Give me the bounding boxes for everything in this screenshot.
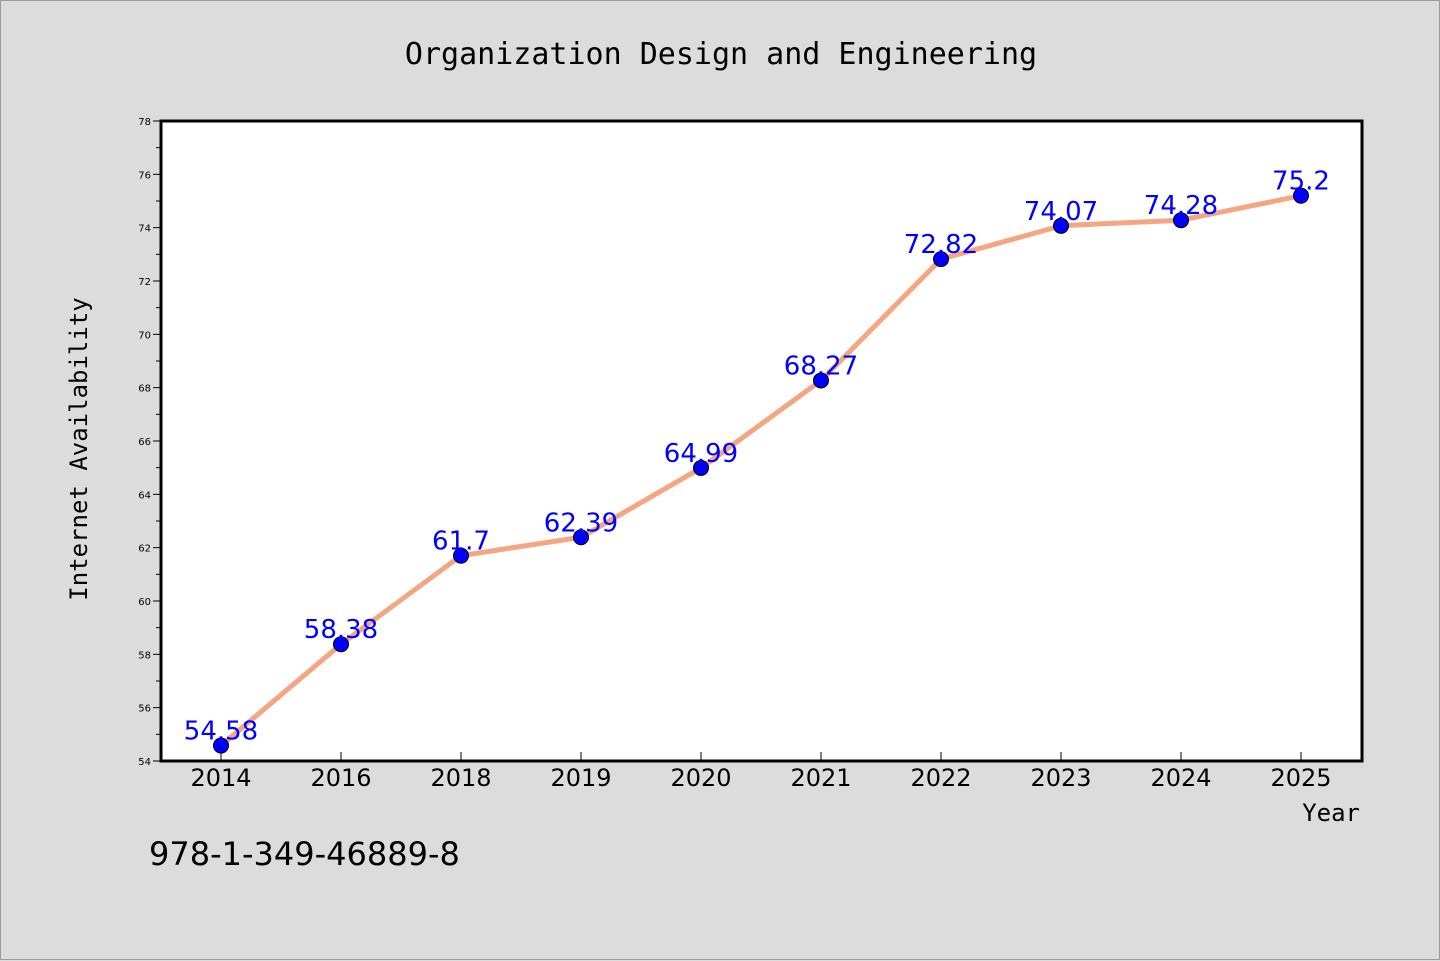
data-point	[573, 529, 589, 546]
y-tick-label: 62	[138, 544, 151, 555]
data-label: 58.38	[304, 615, 378, 645]
data-label: 74.28	[1144, 191, 1218, 221]
x-axis: 2014 2016 2018 2019 2020 2021 2022 2023 2024 2025	[190, 752, 1332, 792]
data-label: 74.07	[1024, 197, 1098, 227]
y-tick-label: 56	[138, 704, 151, 715]
data-label: 75.2	[1272, 167, 1330, 197]
data-point	[1053, 217, 1069, 234]
series-markers	[213, 187, 1309, 754]
data-point	[1293, 187, 1309, 204]
y-tick-label: 72	[138, 277, 151, 288]
data-label: 68.27	[784, 351, 858, 381]
x-tick-label: 2019	[550, 764, 611, 792]
x-axis-label: Year	[1302, 799, 1360, 827]
y-tick-label: 78	[138, 117, 151, 128]
x-tick-label: 2016	[310, 764, 371, 792]
data-label: 64.99	[664, 439, 738, 469]
x-tick-label: 2020	[670, 764, 731, 792]
y-tick-label: 60	[138, 597, 151, 608]
y-tick-label: 54	[138, 757, 151, 768]
x-tick-label: 2025	[1270, 764, 1331, 792]
data-label: 61.7	[432, 527, 490, 557]
y-tick-label: 58	[138, 650, 151, 661]
y-axis-label: Internet Availability	[65, 297, 93, 600]
y-tick-label: 76	[138, 170, 151, 181]
data-label: 72.82	[904, 230, 978, 260]
x-tick-label: 2024	[1150, 764, 1211, 792]
data-label: 62.39	[544, 508, 618, 538]
plot-area	[159, 119, 1364, 763]
data-point	[933, 251, 949, 268]
y-tick-label: 68	[138, 384, 151, 395]
y-axis: 54 56 58 60 62 64 66 68 70 72 74 76 78	[138, 117, 161, 768]
data-point	[813, 372, 829, 389]
y-tick-label: 70	[138, 330, 151, 341]
data-point	[213, 737, 229, 754]
data-label: 54.58	[184, 717, 258, 747]
data-point	[453, 547, 469, 564]
isbn-label: 978-1-349-46889-8	[149, 835, 460, 873]
data-point	[693, 459, 709, 476]
data-point	[333, 636, 349, 653]
y-tick-label: 74	[138, 224, 151, 235]
x-tick-label: 2021	[790, 764, 851, 792]
x-tick-label: 2022	[910, 764, 971, 792]
data-labels: 54.58 58.38 61.7 62.39 64.99 68.27 72.82 74.07 7…	[184, 167, 1330, 747]
y-tick-label: 64	[138, 490, 151, 501]
chart-title: Organization Design and Engineering	[405, 37, 1037, 72]
y-tick-label: 66	[138, 437, 151, 448]
series-line	[219, 193, 1302, 748]
x-tick-label: 2014	[190, 764, 251, 792]
x-tick-label: 2023	[1030, 764, 1091, 792]
x-tick-label: 2018	[430, 764, 491, 792]
data-point	[1173, 212, 1189, 229]
